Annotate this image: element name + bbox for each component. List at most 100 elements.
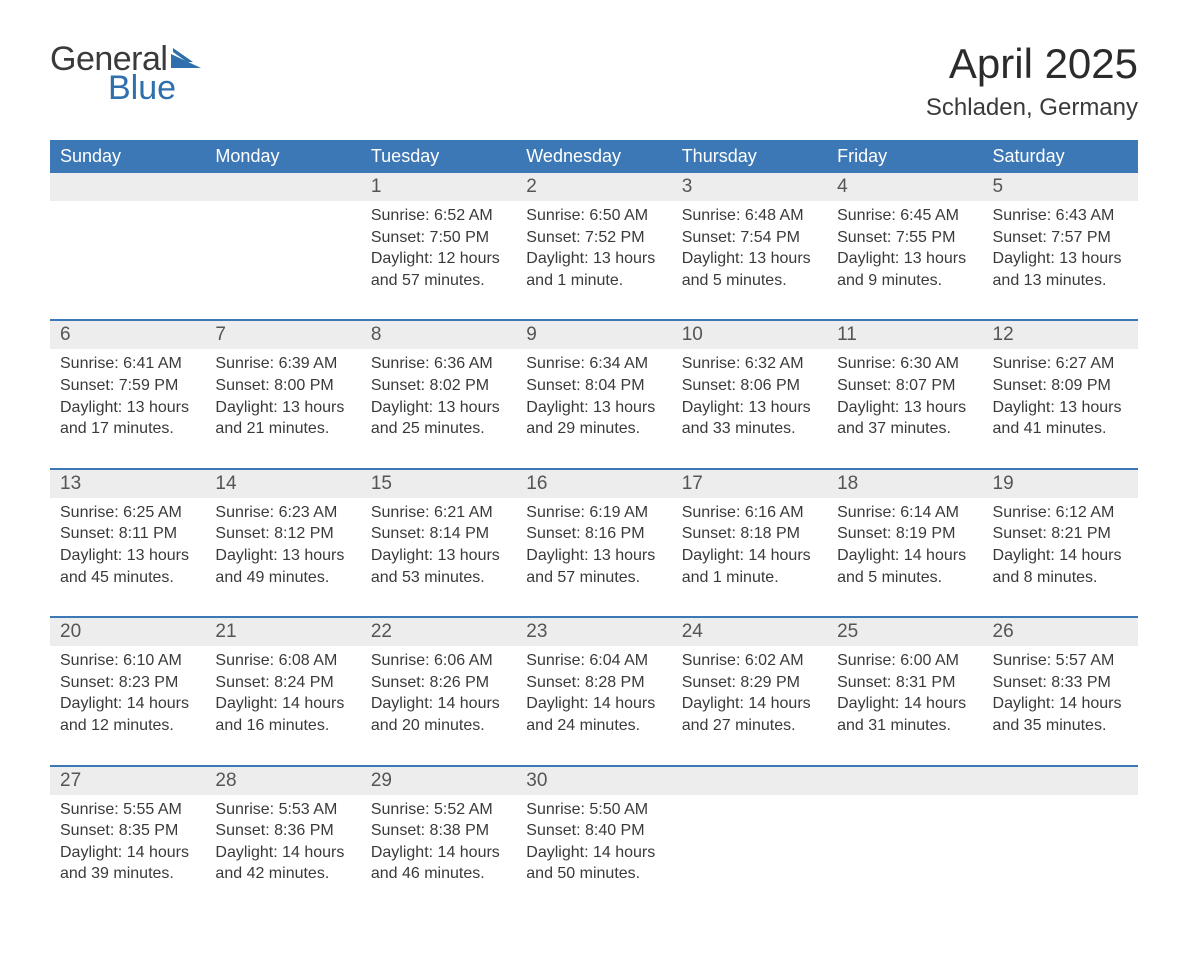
day-number [50,173,205,201]
sunset-text: Sunset: 8:19 PM [837,523,972,545]
daylight-text-2: and 5 minutes. [837,567,972,589]
day-header: Friday [827,140,982,173]
day-header: Sunday [50,140,205,173]
day-number: 27 [50,767,205,795]
day-cell: Sunrise: 6:45 AMSunset: 7:55 PMDaylight:… [827,201,982,319]
day-cell: Sunrise: 6:52 AMSunset: 7:50 PMDaylight:… [361,201,516,319]
sunrise-text: Sunrise: 6:34 AM [526,353,661,375]
sunrise-text: Sunrise: 6:10 AM [60,650,195,672]
sunrise-text: Sunrise: 6:27 AM [993,353,1128,375]
daylight-text-2: and 45 minutes. [60,567,195,589]
day-data-row: Sunrise: 6:25 AMSunset: 8:11 PMDaylight:… [50,498,1138,616]
day-number: 4 [827,173,982,201]
day-number: 23 [516,618,671,646]
daylight-text-1: Daylight: 13 hours [993,397,1128,419]
day-header: Tuesday [361,140,516,173]
day-number: 2 [516,173,671,201]
sunrise-text: Sunrise: 5:55 AM [60,799,195,821]
day-cell [827,795,982,913]
sunrise-text: Sunrise: 6:23 AM [215,502,350,524]
daylight-text-2: and 49 minutes. [215,567,350,589]
day-cell [50,201,205,319]
sunset-text: Sunset: 8:38 PM [371,820,506,842]
day-number-row: 6789101112 [50,321,1138,349]
daylight-text-2: and 29 minutes. [526,418,661,440]
daylight-text-1: Daylight: 14 hours [526,842,661,864]
title-block: April 2025 Schladen, Germany [926,40,1138,122]
daylight-text-2: and 8 minutes. [993,567,1128,589]
day-number: 1 [361,173,516,201]
day-cell: Sunrise: 6:06 AMSunset: 8:26 PMDaylight:… [361,646,516,764]
sunrise-text: Sunrise: 6:41 AM [60,353,195,375]
sunset-text: Sunset: 7:50 PM [371,227,506,249]
day-number: 17 [672,470,827,498]
calendar-week: 13141516171819Sunrise: 6:25 AMSunset: 8:… [50,468,1138,616]
day-cell: Sunrise: 6:32 AMSunset: 8:06 PMDaylight:… [672,349,827,467]
sunrise-text: Sunrise: 6:02 AM [682,650,817,672]
day-cell: Sunrise: 6:23 AMSunset: 8:12 PMDaylight:… [205,498,360,616]
day-data-row: Sunrise: 6:10 AMSunset: 8:23 PM Daylight:… [50,646,1138,764]
day-number: 21 [205,618,360,646]
sunset-text: Sunset: 8:23 PM [60,672,195,694]
daylight-text-2: and 1 minute. [682,567,817,589]
day-number: 28 [205,767,360,795]
sunrise-text: Sunrise: 6:06 AM [371,650,506,672]
day-number: 9 [516,321,671,349]
sunset-text: Sunset: 8:28 PM [526,672,661,694]
daylight-text-2: and 42 minutes. [215,863,350,885]
sunset-text: Sunset: 8:36 PM [215,820,350,842]
day-cell: Sunrise: 6:00 AMSunset: 8:31 PMDaylight:… [827,646,982,764]
calendar-week: 6789101112Sunrise: 6:41 AMSunset: 7:59 P… [50,319,1138,467]
day-number: 15 [361,470,516,498]
calendar-week: 12345Sunrise: 6:52 AMSunset: 7:50 PMDayl… [50,173,1138,319]
day-cell: Sunrise: 6:25 AMSunset: 8:11 PMDaylight:… [50,498,205,616]
sunrise-text: Sunrise: 6:14 AM [837,502,972,524]
sunrise-text: Sunrise: 6:50 AM [526,205,661,227]
day-header-row: Sunday Monday Tuesday Wednesday Thursday… [50,140,1138,173]
daylight-text-1: Daylight: 12 hours [371,248,506,270]
sunrise-text: Sunrise: 5:57 AM [993,650,1128,672]
daylight-text-2: and 16 minutes. [215,715,350,737]
day-cell: Sunrise: 6:04 AMSunset: 8:28 PMDaylight:… [516,646,671,764]
daylight-text-1: Daylight: 14 hours [371,842,506,864]
daylight-text-2: and 46 minutes. [371,863,506,885]
daylight-text-1: Daylight: 14 hours [526,693,661,715]
sunset-text: Sunset: 8:35 PM [60,820,195,842]
sunset-text: Sunset: 7:54 PM [682,227,817,249]
daylight-text-2: and 41 minutes. [993,418,1128,440]
day-data-row: Sunrise: 6:52 AMSunset: 7:50 PMDaylight:… [50,201,1138,319]
daylight-text-2: and 53 minutes. [371,567,506,589]
day-number: 6 [50,321,205,349]
logo: General Blue [50,40,201,108]
day-number: 13 [50,470,205,498]
sunset-text: Sunset: 8:09 PM [993,375,1128,397]
sunset-text: Sunset: 7:52 PM [526,227,661,249]
daylight-text-1: Daylight: 13 hours [215,545,350,567]
day-number: 7 [205,321,360,349]
day-number: 22 [361,618,516,646]
sunset-text: Sunset: 8:14 PM [371,523,506,545]
daylight-text-1: Daylight: 14 hours [60,842,195,864]
day-number: 16 [516,470,671,498]
daylight-text-1: Daylight: 13 hours [837,397,972,419]
day-number: 3 [672,173,827,201]
day-cell: Sunrise: 6:39 AMSunset: 8:00 PMDaylight:… [205,349,360,467]
day-cell: Sunrise: 6:48 AMSunset: 7:54 PMDaylight:… [672,201,827,319]
daylight-text-2: and 20 minutes. [371,715,506,737]
daylight-text-2: and 17 minutes. [60,418,195,440]
daylight-text-1: Daylight: 13 hours [215,397,350,419]
sunrise-text: Sunrise: 6:36 AM [371,353,506,375]
sunrise-text: Sunrise: 6:48 AM [682,205,817,227]
day-number: 24 [672,618,827,646]
sunrise-text: Sunrise: 5:50 AM [526,799,661,821]
daylight-text-1: Daylight: 14 hours [837,545,972,567]
day-cell: Sunrise: 6:02 AMSunset: 8:29 PMDaylight:… [672,646,827,764]
day-number: 19 [983,470,1138,498]
daylight-text-1: Daylight: 13 hours [526,545,661,567]
day-header: Monday [205,140,360,173]
day-number [827,767,982,795]
daylight-text-2: and 57 minutes. [371,270,506,292]
day-cell: Sunrise: 6:08 AMSunset: 8:24 PMDaylight:… [205,646,360,764]
day-number: 25 [827,618,982,646]
calendar-week: 20212223242526Sunrise: 6:10 AMSunset: 8:… [50,616,1138,764]
